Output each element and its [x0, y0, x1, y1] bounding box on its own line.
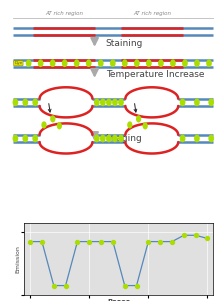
Circle shape: [194, 135, 200, 142]
Circle shape: [22, 98, 28, 106]
Circle shape: [110, 59, 116, 67]
Circle shape: [26, 59, 31, 67]
Circle shape: [194, 98, 200, 106]
Text: Imaging: Imaging: [106, 134, 142, 143]
Circle shape: [180, 135, 185, 142]
Circle shape: [22, 135, 28, 142]
Text: Dye: Dye: [14, 61, 22, 65]
Circle shape: [122, 59, 128, 67]
Circle shape: [100, 135, 106, 142]
Circle shape: [208, 135, 214, 142]
Circle shape: [134, 59, 140, 67]
Circle shape: [98, 59, 104, 67]
Circle shape: [50, 115, 55, 123]
Circle shape: [118, 98, 124, 106]
Circle shape: [170, 59, 176, 67]
Circle shape: [57, 122, 62, 129]
Circle shape: [182, 59, 188, 67]
Circle shape: [50, 59, 55, 67]
Y-axis label: Emission: Emission: [15, 245, 20, 273]
Circle shape: [158, 59, 164, 67]
Circle shape: [208, 98, 214, 106]
Circle shape: [106, 135, 112, 142]
Circle shape: [118, 135, 124, 142]
Circle shape: [100, 98, 106, 106]
X-axis label: Bases: Bases: [107, 299, 130, 301]
Circle shape: [32, 135, 38, 142]
Text: AT rich region: AT rich region: [133, 11, 171, 16]
Circle shape: [13, 135, 18, 142]
Circle shape: [32, 98, 38, 106]
Circle shape: [146, 59, 152, 67]
Circle shape: [194, 59, 200, 67]
Circle shape: [143, 122, 148, 129]
Circle shape: [180, 98, 185, 106]
Circle shape: [112, 98, 118, 106]
Circle shape: [136, 115, 141, 123]
Circle shape: [94, 135, 100, 142]
Circle shape: [206, 59, 212, 67]
Text: Staining: Staining: [106, 39, 143, 48]
Circle shape: [62, 59, 68, 67]
Circle shape: [41, 121, 47, 129]
Text: AT rich region: AT rich region: [45, 11, 83, 16]
Circle shape: [106, 98, 112, 106]
Circle shape: [112, 135, 118, 142]
Text: Temperature Increase: Temperature Increase: [106, 70, 204, 79]
Circle shape: [94, 98, 100, 106]
Circle shape: [86, 59, 92, 67]
Circle shape: [13, 98, 18, 106]
Circle shape: [127, 121, 132, 129]
Circle shape: [74, 59, 80, 67]
Circle shape: [38, 59, 44, 67]
